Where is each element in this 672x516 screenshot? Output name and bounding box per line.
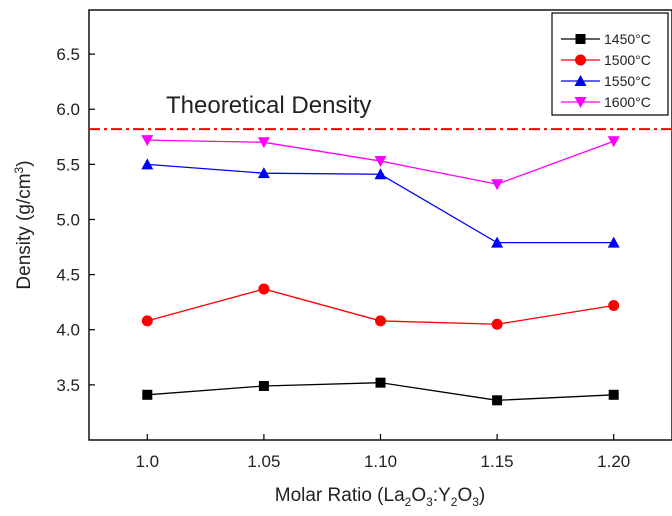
y-axis-label: Density (g/cm3) bbox=[12, 160, 35, 289]
data-point bbox=[608, 389, 619, 400]
legend-marker bbox=[574, 75, 587, 86]
legend-marker bbox=[575, 54, 586, 66]
y-tick-label: 5.0 bbox=[56, 210, 80, 229]
tick-labels: 3.5 4.0 4.5 5.0 5.5 6.0 6.5 1.0 1.05 1.10 1.15 1.20 bbox=[56, 45, 630, 471]
series-layer bbox=[141, 135, 620, 406]
legend-marker bbox=[575, 34, 586, 44]
series-1 bbox=[141, 283, 620, 330]
x-tick-label: 1.10 bbox=[364, 452, 397, 471]
x-tick-label: 1.05 bbox=[247, 452, 280, 471]
y-tick-label: 4.0 bbox=[56, 321, 80, 340]
series-2 bbox=[141, 158, 620, 248]
legend-label: 1450°C bbox=[604, 31, 651, 47]
data-point bbox=[257, 167, 270, 179]
data-point bbox=[258, 380, 269, 391]
data-point bbox=[608, 299, 620, 311]
data-point bbox=[607, 236, 620, 248]
legend-label: 1500°C bbox=[604, 52, 651, 68]
data-point bbox=[607, 136, 620, 148]
legend: 1450°C 1500°C 1550°C 1600°C bbox=[551, 12, 669, 116]
y-tick-label: 6.5 bbox=[56, 45, 80, 64]
data-point bbox=[142, 389, 153, 400]
data-point bbox=[491, 318, 503, 330]
series-0 bbox=[142, 377, 619, 406]
data-point bbox=[141, 315, 153, 327]
x-tick-label: 1.20 bbox=[597, 452, 630, 471]
legend-marker bbox=[574, 97, 587, 108]
series-3 bbox=[141, 135, 620, 191]
x-tick-label: 1.15 bbox=[481, 452, 514, 471]
data-point bbox=[257, 137, 270, 149]
data-point bbox=[141, 158, 154, 170]
y-tick-label: 3.5 bbox=[56, 376, 80, 395]
reference-line-group: Theoretical Density bbox=[89, 92, 672, 131]
x-tick-label: 1.0 bbox=[135, 452, 159, 471]
theoretical-density-label: Theoretical Density bbox=[166, 92, 371, 119]
legend-box bbox=[551, 12, 669, 116]
data-point bbox=[375, 315, 386, 327]
data-point bbox=[375, 377, 386, 388]
y-tick-label: 6.0 bbox=[56, 100, 80, 119]
data-point bbox=[141, 135, 154, 147]
y-tick-label: 5.5 bbox=[56, 155, 80, 174]
x-axis-label: Molar Ratio (La2O3:Y2O3) bbox=[275, 485, 485, 509]
data-point bbox=[374, 156, 387, 168]
data-point bbox=[491, 179, 504, 191]
data-point bbox=[491, 236, 504, 248]
legend-label: 1600°C bbox=[604, 94, 651, 110]
data-point bbox=[374, 168, 387, 180]
y-tick-label: 4.5 bbox=[56, 266, 80, 285]
data-point bbox=[258, 283, 270, 295]
legend-label: 1550°C bbox=[604, 73, 651, 89]
data-point bbox=[492, 395, 503, 406]
